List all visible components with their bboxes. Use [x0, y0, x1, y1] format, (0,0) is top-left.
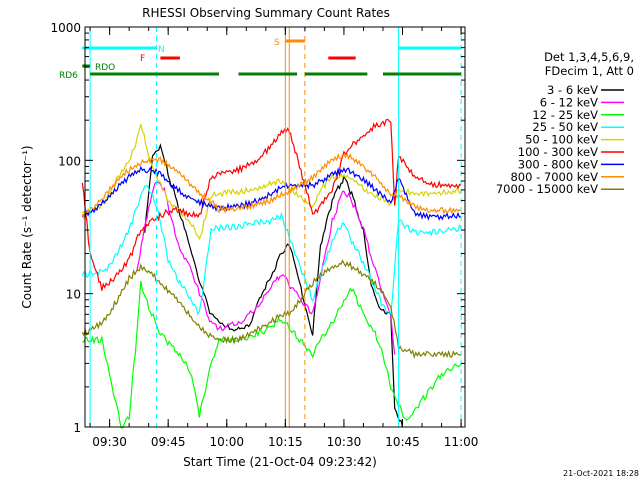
- series-line-7: [81, 152, 462, 220]
- legend-entry-label-4: 50 - 100 keV: [525, 133, 598, 147]
- legend-header-line-1: FDecim 1, Att 0: [545, 64, 634, 78]
- legend-entry-label-0: 3 - 6 keV: [547, 83, 598, 97]
- legend-entry-label-2: 12 - 25 keV: [532, 108, 598, 122]
- flag-bar-label-f: F: [140, 54, 145, 64]
- flag-bar-layer: N F S RDO RD6: [59, 38, 462, 81]
- y-tick-label-2: 100: [58, 154, 81, 168]
- flag-bar-label-n: N: [158, 45, 165, 55]
- y-tick-label-0: 1: [73, 421, 81, 435]
- legend-entry-label-5: 100 - 300 keV: [518, 145, 598, 159]
- axis-layer: 09:30 09:45 10:00 10:15 10:30 10:45 11:00 1 10 10…: [50, 21, 478, 449]
- x-tick-label-6: 11:00: [444, 435, 479, 449]
- y-tick-label-3: 1000: [50, 21, 81, 35]
- series-line-8: [81, 259, 462, 360]
- x-tick-label-2: 10:00: [209, 435, 244, 449]
- plot-frame: [84, 26, 466, 428]
- series-line-5: [81, 118, 462, 291]
- series-line-0: [144, 143, 404, 428]
- flag-bar-label-rdo: RDO: [95, 63, 115, 73]
- series-line-3: [81, 184, 462, 317]
- legend-entry-label-8: 7000 - 15000 keV: [496, 182, 598, 196]
- x-tick-label-0: 09:30: [92, 435, 127, 449]
- flag-bar-label-s: S: [274, 38, 280, 48]
- y-tick-label-1: 10: [66, 288, 81, 302]
- x-tick-label-1: 09:45: [151, 435, 186, 449]
- series-line-2: [82, 280, 462, 429]
- series-line-1: [136, 181, 396, 355]
- legend-entry-label-1: 6 - 12 keV: [540, 95, 598, 109]
- legend-entry-label-3: 25 - 50 keV: [532, 120, 598, 134]
- legend-header: Det 1,3,4,5,6,9,FDecim 1, Att 0: [544, 50, 634, 78]
- legend-entry-label-6: 300 - 800 keV: [518, 157, 598, 171]
- footer-timestamp: 21-Oct-2021 18:28: [563, 469, 639, 478]
- x-tick-label-5: 10:45: [385, 435, 420, 449]
- y-axis-label: Count Rate (s⁻¹ detector⁻¹): [20, 145, 34, 308]
- series-line-6: [81, 165, 462, 221]
- legend-header-line-0: Det 1,3,4,5,6,9,: [544, 50, 634, 64]
- legend-entry-label-7: 800 - 7000 keV: [510, 170, 598, 184]
- x-axis-label: Start Time (21-Oct-04 09:23:42): [183, 455, 377, 469]
- series-layer: [81, 118, 462, 429]
- marker-layer: [89, 27, 462, 427]
- x-tick-label-3: 10:15: [268, 435, 303, 449]
- x-tick-label-4: 10:30: [327, 435, 362, 449]
- series-line-4: [81, 123, 462, 241]
- chart-title: RHESSI Observing Summary Count Rates: [142, 6, 390, 20]
- flag-bar-label-rd6: RD6: [59, 71, 78, 81]
